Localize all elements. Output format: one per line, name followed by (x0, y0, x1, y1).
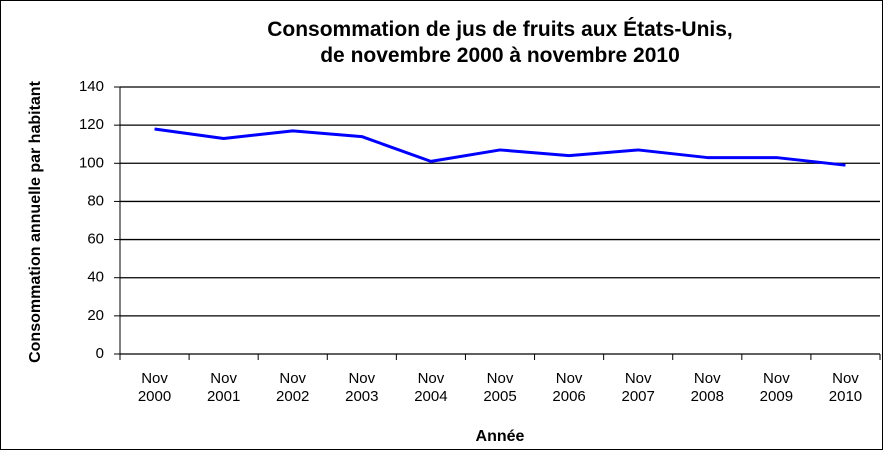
y-tick-label: 140 (79, 78, 104, 95)
x-tick-label: Nov 2005 (483, 370, 517, 405)
y-tick-label: 120 (79, 116, 104, 133)
x-axis-label: Année (476, 428, 525, 445)
x-tick-label: Nov 2008 (690, 370, 724, 405)
line-series (154, 127, 846, 167)
x-tick-label: Nov 2000 (137, 370, 172, 405)
chart-title: Consommation de jus de fruits aux États-… (267, 18, 733, 41)
y-axis-label: Consommation annuelle par habitant (27, 80, 44, 362)
y-tick-label: 100 (79, 154, 104, 171)
y-tick-label: 40 (87, 269, 104, 286)
y-tick-label: 0 (96, 345, 104, 362)
y-tick-label: 60 (87, 231, 104, 248)
x-tick-label: Nov 2007 (621, 370, 655, 405)
y-tick-label: 20 (87, 307, 104, 324)
x-tick-label: Nov 2002 (276, 370, 310, 405)
x-tick-label: Nov 2001 (206, 370, 241, 405)
x-tick-label: Nov 2010 (828, 370, 863, 405)
chart-title: de novembre 2000 à novembre 2010 (320, 44, 680, 67)
x-tick-label: Nov 2009 (759, 370, 794, 405)
x-tick-label: Nov 2004 (414, 370, 448, 405)
x-tick-label: Nov 2003 (345, 370, 379, 405)
y-tick-label: 80 (87, 192, 104, 209)
x-tick-label: Nov 2006 (552, 370, 586, 405)
